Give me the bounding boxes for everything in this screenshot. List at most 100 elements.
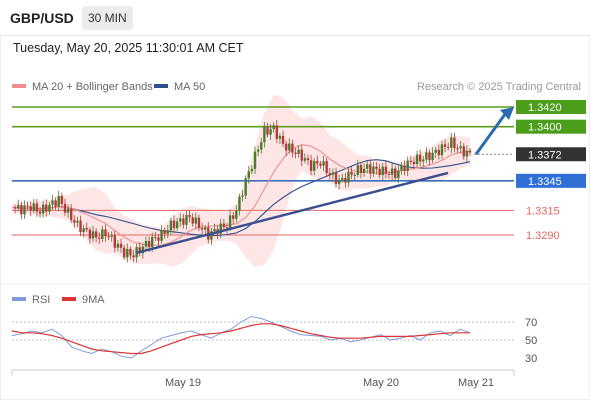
candle-body xyxy=(394,168,397,179)
candle-body xyxy=(322,161,325,166)
legend-swatch xyxy=(154,84,168,88)
level-box-1.3372 xyxy=(516,147,586,162)
candle-body xyxy=(76,220,79,223)
candle-body xyxy=(362,168,366,173)
level-box-1.3345 xyxy=(516,173,586,188)
candle-body xyxy=(263,126,266,143)
candle-body xyxy=(247,171,250,179)
candle-body xyxy=(151,236,154,248)
candle-body xyxy=(197,217,201,228)
candle-body xyxy=(129,248,132,256)
candle-body xyxy=(325,161,328,174)
candle-body xyxy=(465,150,469,157)
ma20-line xyxy=(11,144,471,246)
candle-body xyxy=(372,166,375,174)
candle-body xyxy=(69,208,73,220)
candle-body xyxy=(437,149,441,156)
candle-body xyxy=(94,231,98,238)
candle-body xyxy=(132,255,135,258)
candle-body xyxy=(48,204,51,212)
level-label-1.3400: 1.3400 xyxy=(528,122,562,134)
candle-body xyxy=(82,228,85,232)
candle-body xyxy=(51,200,54,205)
candle-body xyxy=(412,161,416,165)
candle-body xyxy=(400,165,403,171)
candle-body xyxy=(369,164,372,174)
candle-body xyxy=(291,143,294,153)
rsi-legend-swatch xyxy=(12,297,26,301)
support-trendline xyxy=(136,171,449,254)
candle-body xyxy=(468,150,472,153)
candle-body xyxy=(409,160,413,162)
candle-body xyxy=(294,152,297,154)
candle-body xyxy=(163,230,166,234)
candle-body xyxy=(284,143,288,151)
candle-body xyxy=(157,237,160,241)
candle-body xyxy=(116,243,120,248)
candle-body xyxy=(375,166,378,169)
candle-body xyxy=(179,218,182,222)
candle-body xyxy=(359,165,363,173)
candle-body xyxy=(434,149,437,153)
currency-pair: GBP/USD xyxy=(10,10,74,26)
candle-body xyxy=(241,195,244,197)
rsi-ma-line xyxy=(11,323,470,355)
candle-body xyxy=(300,149,303,161)
candle-body xyxy=(169,220,173,231)
candle-body xyxy=(275,125,279,139)
ma50-line xyxy=(11,159,471,237)
candle-body xyxy=(428,152,431,161)
timestamp: Tuesday, May 20, 2025 11:30:01 AM CET xyxy=(13,41,244,55)
candle-body xyxy=(119,243,123,248)
candle-body xyxy=(200,227,204,230)
candle-body xyxy=(63,203,67,213)
candle-body xyxy=(222,223,226,228)
candle-body xyxy=(45,204,48,212)
candle-body xyxy=(166,230,169,234)
level-box-1.3420 xyxy=(516,100,586,114)
candle-body xyxy=(104,229,107,237)
candle-body xyxy=(66,208,70,213)
candle-body xyxy=(406,160,409,171)
candle-body xyxy=(356,165,360,175)
candle-body xyxy=(213,228,216,232)
candle-body xyxy=(256,149,260,152)
candle-body xyxy=(328,173,331,175)
x-axis-label: May 21 xyxy=(458,377,494,389)
header-bar: GBP/USD 30 MIN xyxy=(0,0,590,36)
candle-body xyxy=(281,135,285,144)
timeframe-badge[interactable]: 30 MIN xyxy=(82,6,133,30)
legend-swatch xyxy=(12,84,26,88)
candle-body xyxy=(38,211,42,214)
candle-body xyxy=(210,231,213,240)
rsi-legend-label: RSI xyxy=(32,294,50,306)
candle-body xyxy=(446,146,450,148)
candle-body xyxy=(79,220,82,232)
candle-body xyxy=(88,229,92,239)
level-label-1.3372: 1.3372 xyxy=(528,149,562,161)
candle-body xyxy=(85,228,88,230)
candle-body xyxy=(266,126,269,135)
candle-body xyxy=(272,125,275,130)
candle-body xyxy=(188,214,191,218)
candle-body xyxy=(191,217,194,224)
candle-body xyxy=(185,214,188,225)
candle-body xyxy=(194,217,198,224)
candle-body xyxy=(244,178,247,196)
candle-body xyxy=(337,179,341,184)
candle-body xyxy=(450,137,453,148)
candle-body xyxy=(203,227,207,230)
candle-body xyxy=(353,174,356,176)
candle-body xyxy=(269,129,272,135)
candle-body xyxy=(232,215,235,219)
level-label-1.3290: 1.3290 xyxy=(526,230,560,242)
candle-body xyxy=(225,227,229,229)
candle-body xyxy=(462,146,465,157)
candle-body xyxy=(390,168,394,175)
candle-body xyxy=(107,236,110,238)
rsi-tick-label: 30 xyxy=(525,353,537,365)
forecast-arrow-head xyxy=(500,107,514,120)
candle-body xyxy=(253,151,257,169)
candle-body xyxy=(219,223,222,234)
